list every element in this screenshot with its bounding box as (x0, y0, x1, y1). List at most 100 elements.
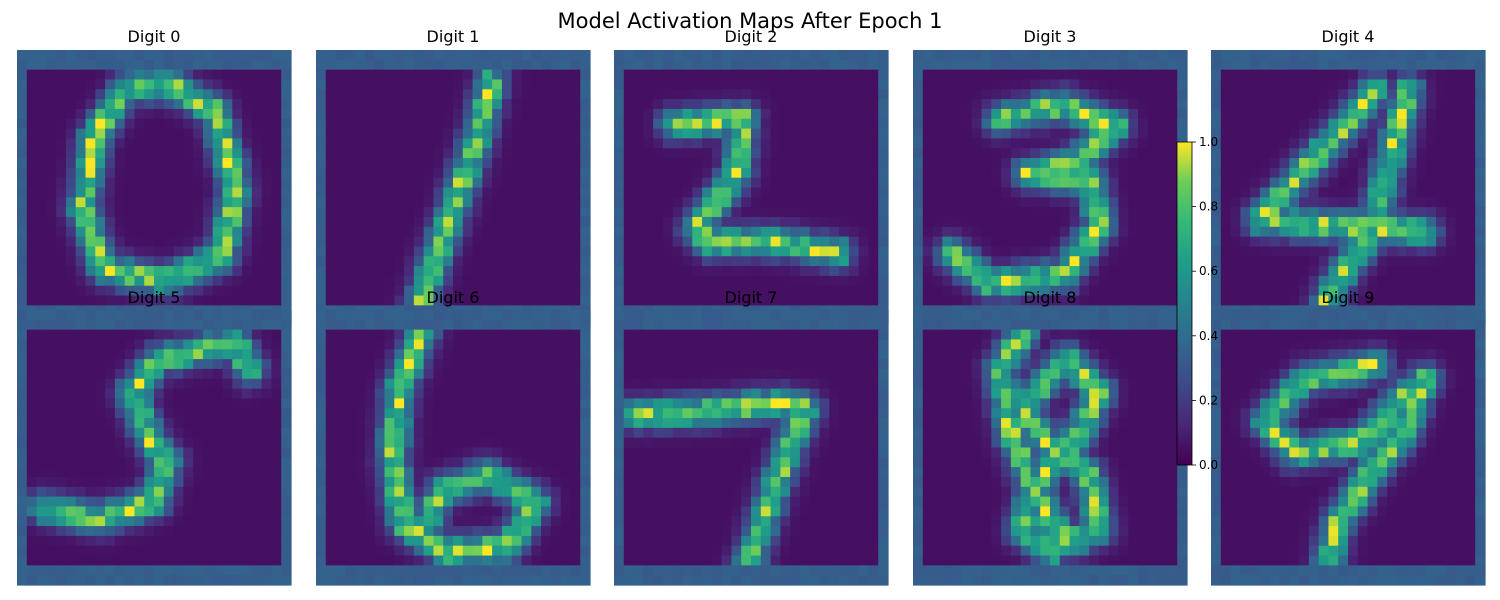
heatmap-cell (1299, 69, 1310, 81)
heatmap-cell (17, 457, 28, 468)
heatmap-cell (46, 457, 57, 468)
heatmap-cell (570, 108, 581, 120)
heatmap-cell (550, 138, 562, 149)
heatmap-cell (472, 359, 483, 370)
heatmap-cell (570, 177, 581, 189)
heatmap-cell (316, 275, 327, 287)
heatmap-cell (1377, 207, 1388, 218)
heatmap-cell (394, 398, 405, 409)
heatmap-cell (394, 207, 405, 218)
heatmap-cell (501, 236, 513, 248)
heatmap-cell (1108, 89, 1120, 100)
heatmap-cell (325, 226, 337, 238)
heatmap-cell (1455, 187, 1467, 198)
heatmap-cell (633, 177, 644, 189)
heatmap-cell (1167, 216, 1178, 228)
heatmap-cell (85, 378, 96, 390)
heatmap-cell (202, 418, 214, 429)
heatmap-cell (202, 506, 214, 517)
heatmap-cell (623, 246, 635, 257)
heatmap-cell (404, 310, 415, 321)
heatmap-cell (443, 79, 454, 90)
heatmap-cell (1147, 108, 1159, 120)
heatmap-cell (65, 275, 77, 287)
heatmap-cell (991, 99, 1002, 110)
heatmap-cell (335, 256, 346, 267)
heatmap-cell (482, 59, 493, 71)
heatmap-cell (819, 69, 830, 81)
heatmap-cell (202, 118, 214, 130)
heatmap-cell (325, 79, 337, 90)
heatmap-cell (1279, 266, 1290, 277)
heatmap-cell (1059, 167, 1071, 179)
heatmap-cell (75, 275, 87, 287)
heatmap-cell (1475, 99, 1486, 110)
heatmap-cell (1318, 295, 1330, 306)
heatmap-cell (1147, 226, 1159, 238)
heatmap-cell (1069, 148, 1080, 159)
heatmap-cell (355, 275, 366, 287)
heatmap-cell (511, 207, 523, 218)
heatmap-cell (913, 285, 924, 297)
heatmap-cell (672, 295, 684, 306)
heatmap-cell (325, 398, 337, 409)
heatmap-cell (1289, 236, 1300, 248)
heatmap-cell (580, 118, 591, 130)
heatmap-cell (472, 50, 483, 61)
heatmap-cell (1050, 50, 1061, 61)
heatmap-cell (281, 486, 292, 498)
heatmap-cell (134, 506, 145, 517)
heatmap-cell (1118, 295, 1129, 306)
heatmap-cell (829, 108, 840, 120)
heatmap-cell (913, 236, 924, 248)
heatmap-cell (682, 148, 693, 159)
heatmap-cell (1050, 148, 1061, 159)
heatmap-cell (222, 310, 233, 321)
heatmap-cell (922, 79, 934, 90)
heatmap-cell (662, 207, 674, 218)
heatmap-cell (316, 388, 327, 399)
heatmap-cell (105, 329, 116, 341)
heatmap-cell (848, 89, 860, 100)
heatmap-cell (702, 187, 713, 198)
heatmap-cell (1377, 197, 1388, 208)
heatmap-cell (1269, 138, 1281, 149)
heatmap-cell (1138, 108, 1149, 120)
heatmap-cell (1211, 207, 1222, 218)
heatmap-cell (173, 128, 184, 139)
heatmap-cell (183, 575, 194, 586)
heatmap-cell (222, 526, 233, 537)
heatmap-cell (751, 108, 762, 120)
heatmap-cell (232, 187, 243, 198)
heatmap-cell (202, 476, 214, 488)
heatmap-cell (971, 158, 983, 169)
heatmap-cell (183, 319, 194, 331)
heatmap-cell (1030, 148, 1041, 159)
heatmap-cell (922, 89, 934, 100)
heatmap-cell (193, 319, 204, 331)
heatmap-cell (1240, 295, 1251, 306)
heatmap-cell (1455, 266, 1467, 277)
heatmap-cell (492, 368, 503, 380)
heatmap-cell (183, 138, 194, 149)
heatmap-cell (1211, 167, 1222, 179)
heatmap-cell (212, 408, 224, 419)
heatmap-cell (173, 167, 184, 179)
heatmap-cell (124, 418, 136, 429)
heatmap-cell (692, 295, 703, 306)
heatmap-cell (932, 59, 943, 71)
heatmap-cell (281, 236, 292, 248)
heatmap-cell (453, 378, 464, 390)
heatmap-cell (462, 79, 474, 90)
heatmap-cell (36, 50, 47, 61)
heatmap-cell (384, 148, 395, 159)
heatmap-cell (85, 226, 96, 238)
heatmap-cell (541, 99, 552, 110)
heatmap-cell (1089, 285, 1100, 297)
heatmap-cell (1426, 79, 1437, 90)
heatmap-cell (85, 398, 96, 409)
heatmap-cell (114, 89, 126, 100)
heatmap-cell (1308, 197, 1320, 208)
heatmap-cell (345, 236, 356, 248)
heatmap-cell (961, 99, 973, 110)
